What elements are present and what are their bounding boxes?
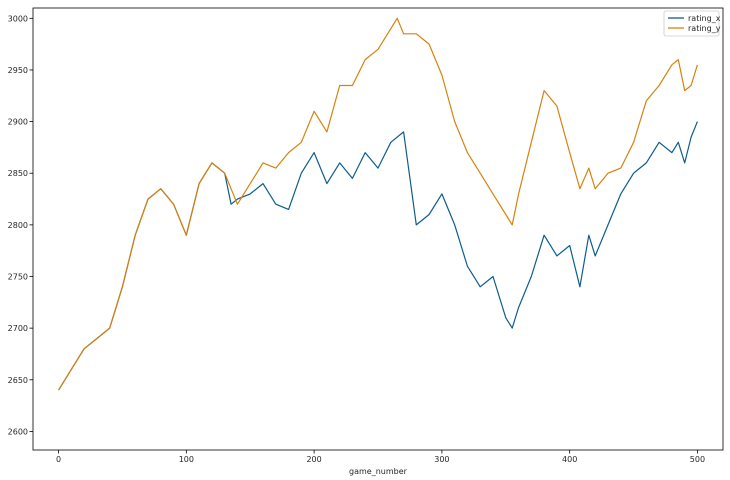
legend-label-rating_x: rating_x (688, 14, 721, 23)
y-tick-label: 2700 (8, 324, 28, 333)
x-tick-label: 400 (562, 455, 577, 464)
y-tick-label: 2900 (8, 118, 28, 127)
y-tick-label: 2750 (8, 273, 28, 282)
y-tick-label: 2800 (8, 221, 28, 230)
y-tick-label: 3000 (8, 14, 28, 23)
series-line-rating_y (58, 17, 698, 391)
x-tick-label: 200 (306, 455, 321, 464)
legend-box (663, 10, 720, 37)
x-tick-label: 0 (56, 455, 61, 464)
legend-label-rating_y: rating_y (688, 24, 721, 33)
x-tick-label: 100 (179, 455, 194, 464)
y-tick-label: 2600 (8, 427, 28, 436)
plot-frame (32, 7, 724, 451)
y-tick-label: 2850 (8, 169, 28, 178)
x-axis-title: game_number (349, 467, 408, 476)
x-axis: 0 100 200 300 400 500 (56, 450, 705, 464)
y-tick-label: 2650 (8, 376, 28, 385)
series-layer (58, 17, 698, 391)
x-tick-label: 300 (434, 455, 449, 464)
x-tick-label: 500 (690, 455, 705, 464)
y-tick-label: 2950 (8, 66, 28, 75)
plot-background (33, 8, 723, 450)
y-axis: 2600 2650 2700 2750 2800 2850 2900 2950 3000 (8, 14, 33, 436)
